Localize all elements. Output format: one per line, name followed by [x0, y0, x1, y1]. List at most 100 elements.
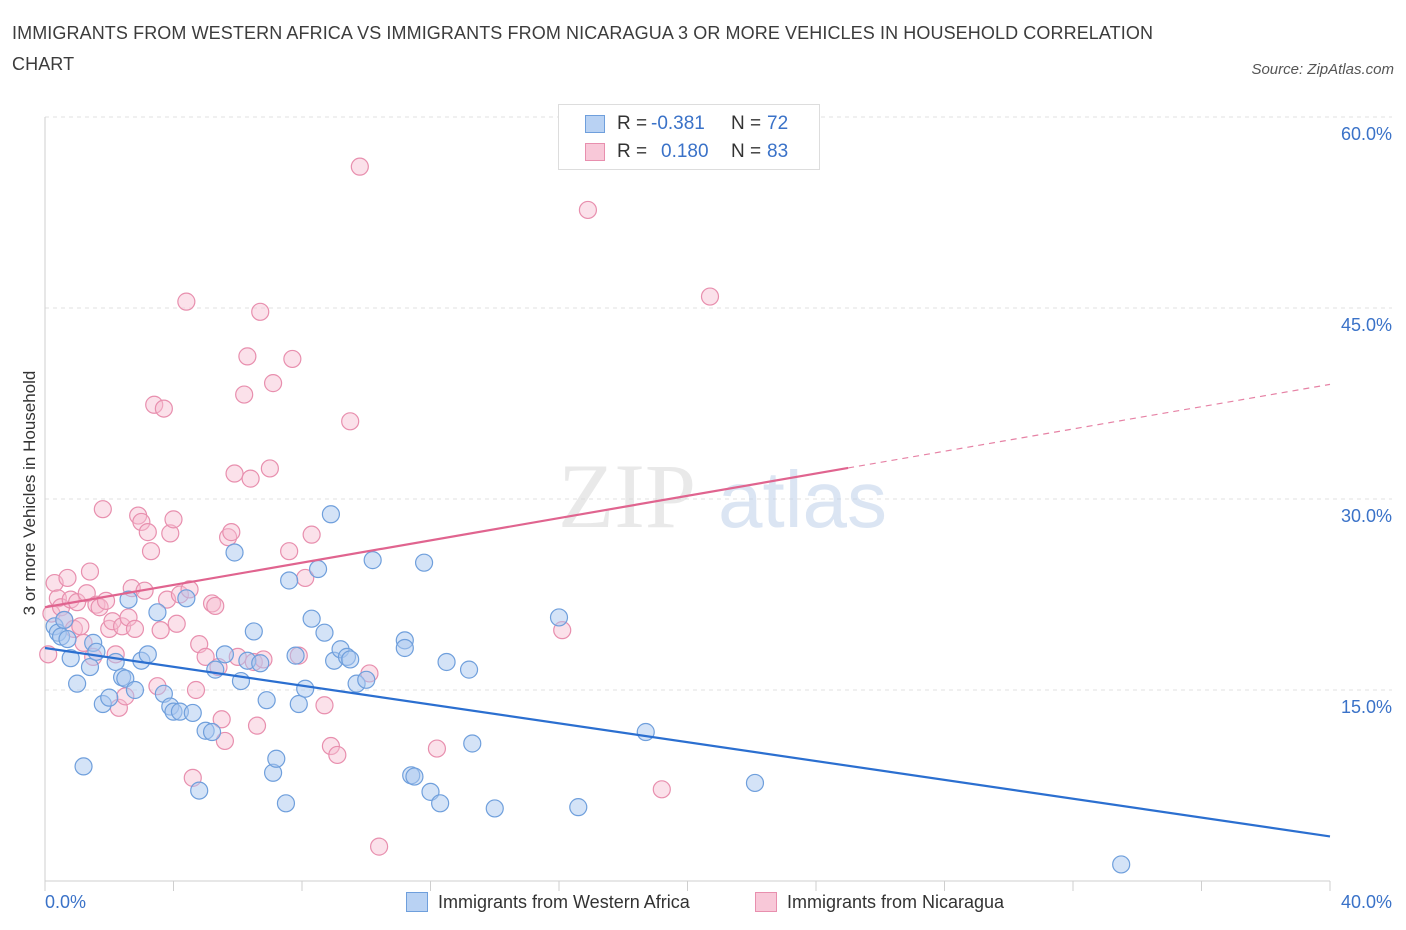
- data-point-nicaragua: [280, 542, 299, 561]
- y-tick-label: 45.0%: [1341, 315, 1392, 335]
- bottom-legend-label: Immigrants from Western Africa: [438, 891, 690, 912]
- legend-r-value: -0.381: [651, 113, 705, 134]
- data-point-western-africa: [74, 757, 93, 776]
- trend-line-nicaragua-extension: [848, 383, 1331, 469]
- legend-r-value: 0.180: [661, 141, 709, 162]
- data-point-nicaragua: [58, 568, 77, 588]
- data-point-western-africa: [148, 603, 167, 622]
- data-point-western-africa: [215, 645, 234, 664]
- data-point-nicaragua: [71, 617, 90, 636]
- legend-r-label: R =: [617, 113, 648, 134]
- data-point-nicaragua: [202, 594, 222, 613]
- data-point-western-africa: [257, 691, 276, 710]
- data-point-western-africa: [202, 722, 222, 742]
- data-point-nicaragua: [212, 710, 231, 729]
- data-point-nicaragua: [251, 302, 270, 321]
- data-point-western-africa: [55, 610, 74, 630]
- data-point-nicaragua: [164, 510, 183, 529]
- data-point-nicaragua: [119, 608, 138, 627]
- data-point-nicaragua: [241, 469, 260, 488]
- data-point-nicaragua: [260, 459, 279, 478]
- legend-row-western-africa: R = -0.381 N = 72: [585, 111, 788, 137]
- data-point-nicaragua: [167, 614, 186, 633]
- data-point-nicaragua: [302, 525, 321, 544]
- data-point-western-africa: [308, 559, 328, 579]
- data-point-nicaragua: [222, 523, 241, 542]
- data-point-western-africa: [463, 734, 482, 753]
- data-point-nicaragua: [370, 837, 389, 856]
- data-point-nicaragua: [138, 523, 157, 542]
- data-point-nicaragua: [652, 780, 671, 799]
- legend-n-value: 72: [767, 113, 789, 134]
- data-point-western-africa: [302, 609, 321, 628]
- data-point-nicaragua: [235, 385, 254, 404]
- axes: [44, 117, 1331, 891]
- legend-r-label: R =: [617, 141, 648, 162]
- data-point-western-africa: [395, 638, 414, 658]
- data-point-western-africa: [276, 794, 296, 813]
- data-point-nicaragua: [154, 399, 173, 418]
- data-point-nicaragua: [700, 287, 720, 306]
- data-point-western-africa: [549, 608, 569, 627]
- data-point-nicaragua: [87, 595, 106, 614]
- trend-line-western-africa: [44, 646, 1331, 838]
- data-point-western-africa: [225, 543, 244, 562]
- y-tick-label: 15.0%: [1341, 697, 1392, 717]
- data-point-western-africa: [1112, 855, 1131, 874]
- data-point-western-africa: [106, 652, 125, 672]
- trend-lines: [44, 383, 1331, 838]
- data-point-nicaragua: [350, 157, 369, 176]
- data-point-nicaragua: [161, 524, 180, 543]
- data-point-western-africa: [315, 623, 334, 642]
- data-point-nicaragua: [341, 412, 360, 431]
- data-point-nicaragua: [263, 374, 283, 393]
- bottom-legend-nicaragua: Immigrants from Nicaragua: [755, 889, 1004, 915]
- data-point-nicaragua: [132, 512, 151, 532]
- data-point-nicaragua: [93, 500, 112, 519]
- data-point-western-africa: [286, 646, 305, 665]
- data-point-western-africa: [61, 649, 80, 668]
- data-point-western-africa: [251, 654, 270, 673]
- y-axis-label: 3 or more Vehicles in Household: [20, 370, 39, 616]
- data-point-western-africa: [363, 551, 382, 570]
- data-point-western-africa: [80, 657, 100, 677]
- data-point-western-africa: [58, 629, 77, 649]
- data-point-nicaragua: [141, 542, 161, 561]
- y-tick-label: 30.0%: [1341, 506, 1392, 526]
- data-point-nicaragua: [283, 349, 302, 369]
- source-label: Source: ZipAtlas.com: [1251, 61, 1394, 78]
- data-point-western-africa: [437, 652, 456, 672]
- series-western-africa-points: [45, 505, 1131, 874]
- data-point-western-africa: [414, 553, 434, 572]
- data-point-western-africa: [321, 505, 341, 524]
- data-point-western-africa: [280, 571, 299, 590]
- data-point-nicaragua: [219, 528, 238, 547]
- data-point-nicaragua: [80, 562, 100, 581]
- watermark-zip: ZIP: [558, 445, 696, 547]
- trend-line-nicaragua: [44, 466, 849, 609]
- data-point-western-africa: [177, 589, 196, 608]
- data-point-western-africa: [138, 645, 157, 664]
- legend-n-label: N =: [731, 113, 762, 134]
- bottom-legend-swatch-blue: [406, 892, 428, 912]
- data-point-nicaragua: [151, 621, 170, 640]
- data-point-western-africa: [100, 688, 119, 707]
- data-point-nicaragua: [206, 596, 225, 616]
- data-point-nicaragua: [215, 731, 234, 751]
- legend-n-value: 83: [767, 141, 789, 162]
- data-point-western-africa: [341, 650, 360, 669]
- legend-row-nicaragua: R = 0.180 N = 83: [585, 139, 788, 165]
- tick-labels: 15.0% 30.0% 45.0% 60.0% 0.0% 40.0%: [45, 124, 1392, 912]
- data-point-nicaragua: [177, 292, 196, 311]
- data-point-western-africa: [485, 799, 504, 818]
- bottom-legend-western-africa: Immigrants from Western Africa: [406, 889, 690, 915]
- data-point-nicaragua: [315, 696, 334, 715]
- y-tick-label: 60.0%: [1341, 124, 1392, 144]
- legend-swatch-pink: [585, 143, 605, 161]
- data-point-nicaragua: [578, 200, 598, 220]
- data-point-nicaragua: [321, 736, 341, 756]
- data-point-western-africa: [125, 680, 145, 700]
- legend-n-label: N =: [731, 141, 762, 162]
- grid-lines: [45, 116, 1392, 691]
